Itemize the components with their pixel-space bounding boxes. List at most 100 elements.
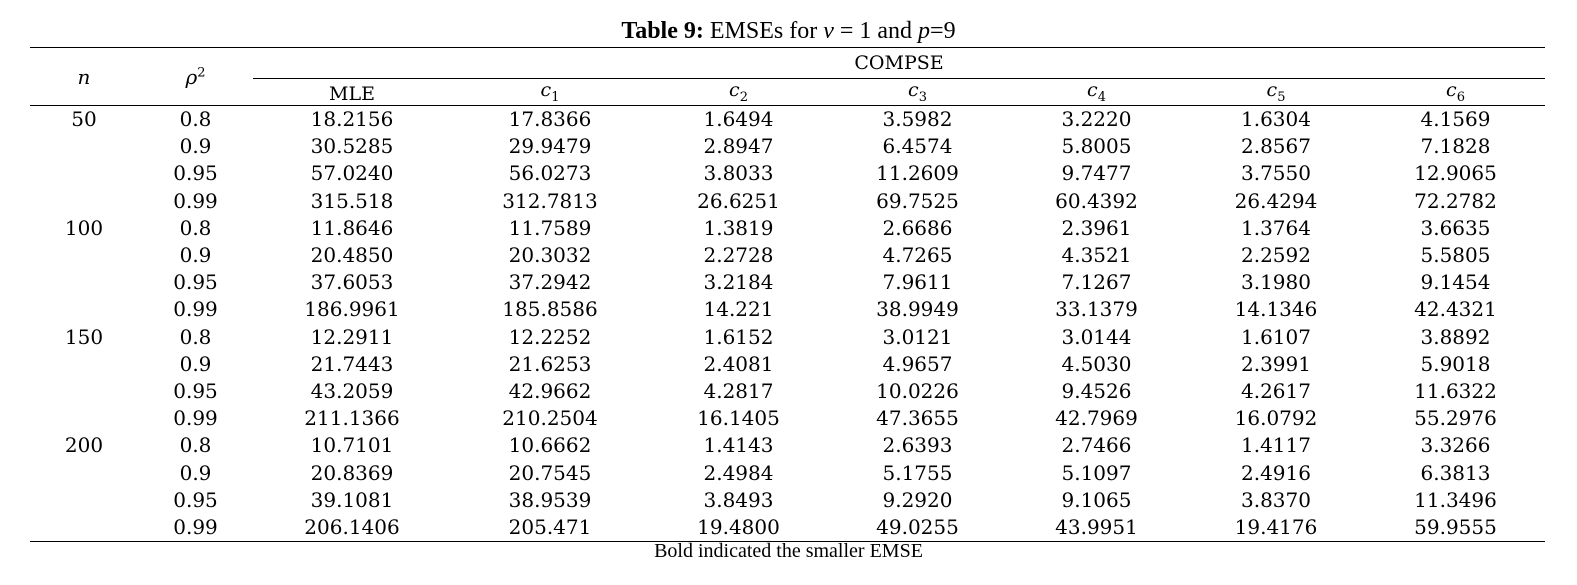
cell-rho-squared: 0.8 xyxy=(179,215,212,240)
cell-value: 4.3521 xyxy=(1061,243,1132,268)
cell-n xyxy=(30,269,138,296)
cell-n: 200 xyxy=(64,433,104,458)
cell-rho-squared: 0.99 xyxy=(138,513,253,542)
cell-value: 186.9961 xyxy=(304,297,400,322)
cell-value: 2.4916 xyxy=(1241,460,1311,485)
header-c4: c4 xyxy=(1007,78,1186,106)
cell-value: 4.7265 xyxy=(882,243,953,268)
cell-value: 4.9657 xyxy=(882,351,953,376)
emse-table: n ρ2 COMPSE MLE c1 c2 c3 c4 c5 c6 50 0.8 1… xyxy=(30,47,1545,542)
cell-rho-squared: 0.95 xyxy=(173,487,218,512)
cell-value: 2.3991 xyxy=(1241,351,1311,376)
table-row: 0.9 20.4850 20.3032 2.2728 4.7265 4.3521 2.259… xyxy=(30,242,1545,269)
cell-value: 9.1065 xyxy=(1061,487,1132,512)
cell-value: 6.3813 xyxy=(1420,460,1491,485)
table-row: 0.9 21.7443 21.6253 2.4081 4.9657 4.5030 2.399… xyxy=(30,351,1545,378)
table-row: 200 0.8 10.7101 10.6662 1.4143 2.6393 2.7466 1.… xyxy=(30,432,1545,459)
cell-rho-squared: 0.8 xyxy=(179,324,212,349)
cell-value: 3.5982 xyxy=(882,107,953,132)
cell-value: 3.2220 xyxy=(1061,107,1132,132)
header-rho-squared: ρ2 xyxy=(138,47,253,106)
cell-value: 315.518 xyxy=(310,188,394,213)
table-footnote: Bold indicated the smaller EMSE xyxy=(654,540,923,562)
cell-value: 211.1366 xyxy=(304,406,400,431)
header-rho-symbol: ρ xyxy=(185,64,198,89)
table-row: 100 0.8 11.8646 11.7589 1.3819 2.6686 2.3961 1.… xyxy=(30,215,1545,242)
cell-value: 33.1379 xyxy=(1055,297,1138,322)
cell-rho-squared: 0.99 xyxy=(173,406,218,431)
cell-n: 150 xyxy=(64,324,104,349)
cell-rho-squared: 0.8 xyxy=(179,107,212,132)
cell-value: 3.8493 xyxy=(703,487,774,512)
cell-value: 14.221 xyxy=(703,297,774,322)
cell-value: 12.2252 xyxy=(508,324,592,349)
cell-value: 37.6053 xyxy=(310,270,394,295)
cell-value: 42.7969 xyxy=(1055,406,1138,431)
header-c5: c5 xyxy=(1186,78,1366,106)
cell-rho-squared: 0.9 xyxy=(179,243,212,268)
cell-rho-squared: 0.95 xyxy=(173,378,218,403)
cell-value: 4.2617 xyxy=(1241,378,1311,403)
table-row: 0.95 37.6053 37.2942 3.2184 7.9611 7.1267 3.19… xyxy=(30,269,1545,296)
cell-n xyxy=(30,487,138,514)
cell-value: 2.8947 xyxy=(703,134,774,159)
cell-value: 5.1755 xyxy=(882,460,953,485)
header-rho-exponent: 2 xyxy=(197,64,206,80)
cell-value: 3.8892 xyxy=(1420,324,1491,349)
cell-n xyxy=(30,513,138,542)
cell-value: 11.2609 xyxy=(876,161,959,186)
cell-value: 206.1406 xyxy=(253,513,451,542)
cell-value: 11.3496 xyxy=(1414,487,1497,512)
cell-value: 4.5030 xyxy=(1061,351,1132,376)
cell-n xyxy=(30,296,138,323)
cell-value: 1.6304 xyxy=(1241,107,1311,132)
cell-value: 20.4850 xyxy=(310,243,394,268)
cell-value: 3.3266 xyxy=(1420,433,1491,458)
table-row: 0.99 211.1366 210.2504 16.1405 47.3655 42.796… xyxy=(30,405,1545,432)
cell-value: 1.4143 xyxy=(703,433,774,458)
cell-value: 5.1097 xyxy=(1061,460,1132,485)
cell-n xyxy=(30,378,138,405)
cell-value: 30.5285 xyxy=(310,134,394,159)
cell-value: 3.6635 xyxy=(1420,215,1491,240)
cell-value: 18.2156 xyxy=(310,107,394,132)
caption-nu-symbol: ν xyxy=(823,18,834,44)
cell-value: 26.4294 xyxy=(1234,188,1318,213)
cell-value: 20.8369 xyxy=(310,460,394,485)
cell-value: 1.4117 xyxy=(1241,433,1311,458)
cell-value: 69.7525 xyxy=(876,188,959,213)
cell-value: 185.8586 xyxy=(502,297,598,322)
cell-value: 43.2059 xyxy=(310,378,394,403)
cell-value: 10.7101 xyxy=(310,433,394,458)
cell-value: 3.1980 xyxy=(1241,270,1311,295)
cell-value: 3.2184 xyxy=(703,270,774,295)
cell-value: 1.6494 xyxy=(703,107,774,132)
cell-value: 10.6662 xyxy=(508,433,592,458)
cell-value: 57.0240 xyxy=(310,161,394,186)
cell-rho-squared: 0.8 xyxy=(179,433,212,458)
cell-value: 9.2920 xyxy=(882,487,953,512)
cell-value: 19.4176 xyxy=(1186,513,1366,542)
cell-n: 50 xyxy=(71,107,97,132)
cell-value: 5.8005 xyxy=(1061,134,1132,159)
table-row: 0.9 20.8369 20.7545 2.4984 5.1755 5.1097 2.491… xyxy=(30,459,1545,486)
table-row: 0.95 39.1081 38.9539 3.8493 9.2920 9.1065 3.83… xyxy=(30,487,1545,514)
cell-value: 5.5805 xyxy=(1420,243,1491,268)
cell-value: 38.9539 xyxy=(508,487,592,512)
cell-value: 11.6322 xyxy=(1414,378,1497,403)
cell-value: 2.4081 xyxy=(703,351,774,376)
cell-n: 100 xyxy=(64,215,104,240)
cell-value: 7.1267 xyxy=(1061,270,1132,295)
table-row: 0.99 206.1406 205.471 19.4800 49.0255 43.9951… xyxy=(30,513,1545,542)
cell-n xyxy=(30,133,138,160)
header-compse-group: COMPSE xyxy=(253,47,1545,79)
cell-value: 39.1081 xyxy=(310,487,394,512)
cell-value: 4.1569 xyxy=(1420,107,1491,132)
cell-value: 59.9555 xyxy=(1366,513,1545,542)
cell-n xyxy=(30,242,138,269)
cell-value: 37.2942 xyxy=(508,270,592,295)
caption-label: Table 9: xyxy=(621,18,704,44)
table-row: 0.95 57.0240 56.0273 3.8033 11.2609 9.7477 3.7… xyxy=(30,160,1545,187)
cell-value: 38.9949 xyxy=(876,297,959,322)
cell-value: 11.8646 xyxy=(310,215,394,240)
